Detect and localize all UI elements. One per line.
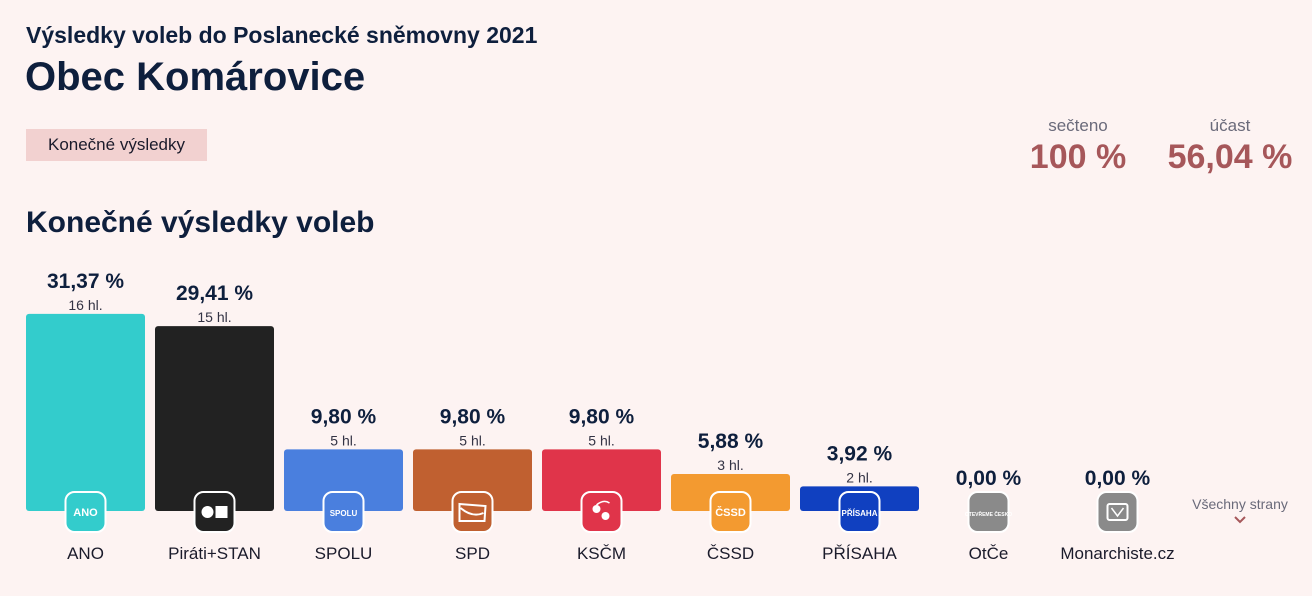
category-label-otce: OtČe bbox=[969, 544, 1009, 563]
otce-logo-icon: OTEVŘEME ČESKO bbox=[965, 491, 1012, 533]
category-label-kscm: KSČM bbox=[577, 544, 626, 563]
logo-cherry-1 bbox=[592, 505, 601, 513]
value-label-monarchiste-cz: 0,00 % bbox=[1085, 467, 1151, 490]
results-bar-chart: 31,37 % 16 hl. ANO ANO 29,41 % 15 hl. Piráti+S… bbox=[26, 270, 1175, 563]
logo-text: ANO bbox=[73, 507, 98, 519]
counted-value: 100 % bbox=[1029, 138, 1127, 176]
logo-crown bbox=[1110, 507, 1125, 518]
category-label-ano: ANO bbox=[67, 544, 104, 563]
category-label-prisaha: PŘÍSAHA bbox=[822, 544, 897, 563]
category-label-monarchiste-cz: Monarchiste.cz bbox=[1060, 544, 1174, 563]
results-supertitle: Výsledky voleb do Poslanecké sněmovny 20… bbox=[26, 22, 538, 48]
turnout-label: účast bbox=[1209, 116, 1251, 135]
logo-circle bbox=[201, 506, 214, 518]
monarchiste-logo-icon bbox=[1096, 491, 1139, 533]
value-label-prisaha: 3,92 % bbox=[827, 442, 893, 465]
logo-wave bbox=[459, 507, 484, 516]
counted-label: sečteno bbox=[1048, 116, 1108, 135]
chevron-down-icon bbox=[1234, 516, 1246, 524]
category-label-spolu: SPOLU bbox=[315, 544, 373, 563]
votes-label-spolu: 5 hl. bbox=[330, 432, 356, 448]
logo-cherry-2 bbox=[601, 512, 610, 520]
logo-tile bbox=[967, 491, 1010, 533]
bar-ano bbox=[26, 313, 145, 511]
kscm-logo-icon bbox=[580, 491, 623, 533]
logo-crest bbox=[1106, 503, 1129, 521]
value-label-pirati-stan: 29,41 % bbox=[176, 282, 253, 305]
status-badge: Konečné výsledky bbox=[26, 129, 207, 161]
logo-stem bbox=[596, 500, 610, 506]
bar-spd bbox=[413, 449, 532, 511]
value-label-spd: 9,80 % bbox=[440, 405, 506, 428]
category-label-spd: SPD bbox=[455, 544, 490, 563]
counted-stat: sečteno 100 % bbox=[1018, 116, 1138, 177]
value-label-cssd: 5,88 % bbox=[698, 430, 764, 453]
spd-logo-icon bbox=[451, 491, 494, 533]
category-label-pirati-stan: Piráti+STAN bbox=[168, 544, 261, 563]
spolu-logo-icon: SPOLU bbox=[322, 491, 365, 533]
all-parties-toggle[interactable]: Všechny strany bbox=[1180, 496, 1300, 525]
logo-tile bbox=[838, 491, 881, 533]
cssd-logo-icon: ČSSD bbox=[709, 491, 752, 533]
page-title: Obec Komárovice bbox=[25, 55, 366, 99]
turnout-stat: účast 56,04 % bbox=[1160, 116, 1300, 177]
logo-tile bbox=[580, 491, 623, 533]
votes-label-cssd: 3 hl. bbox=[717, 457, 743, 473]
logo-tile bbox=[709, 491, 752, 533]
turnout-value: 56,04 % bbox=[1167, 138, 1293, 176]
value-label-kscm: 9,80 % bbox=[569, 405, 635, 428]
section-title: Konečné výsledky voleb bbox=[26, 206, 375, 239]
logo-text: ČSSD bbox=[715, 506, 746, 519]
all-parties-label: Všechny strany bbox=[1192, 496, 1288, 512]
logo-flag bbox=[458, 502, 487, 522]
value-label-ano: 31,37 % bbox=[47, 270, 124, 293]
bar-kscm bbox=[542, 449, 661, 511]
ano-logo-icon: ANO bbox=[64, 491, 107, 533]
logo-square bbox=[215, 506, 228, 518]
value-label-spolu: 9,80 % bbox=[311, 405, 377, 428]
logo-text: SPOLU bbox=[330, 509, 358, 518]
prisaha-logo-icon: PŘÍSAHA bbox=[838, 491, 881, 533]
logo-tile bbox=[64, 491, 107, 533]
logo-tile bbox=[193, 491, 236, 533]
category-label-cssd: ČSSD bbox=[707, 544, 754, 563]
votes-label-kscm: 5 hl. bbox=[588, 432, 614, 448]
votes-label-spd: 5 hl. bbox=[459, 432, 485, 448]
bar-spolu bbox=[284, 449, 403, 511]
logo-text: OTEVŘEME ČESKO bbox=[965, 510, 1012, 518]
votes-label-prisaha: 2 hl. bbox=[846, 469, 872, 485]
logo-tile bbox=[322, 491, 365, 533]
votes-label-pirati-stan: 15 hl. bbox=[197, 309, 231, 325]
pirati-stan-logo-icon bbox=[193, 491, 236, 533]
logo-text: PŘÍSAHA bbox=[841, 509, 877, 518]
value-label-otce: 0,00 % bbox=[956, 467, 1022, 490]
logo-tile bbox=[1096, 491, 1139, 533]
bar-pirati-stan bbox=[155, 326, 274, 511]
votes-label-ano: 16 hl. bbox=[68, 297, 102, 313]
